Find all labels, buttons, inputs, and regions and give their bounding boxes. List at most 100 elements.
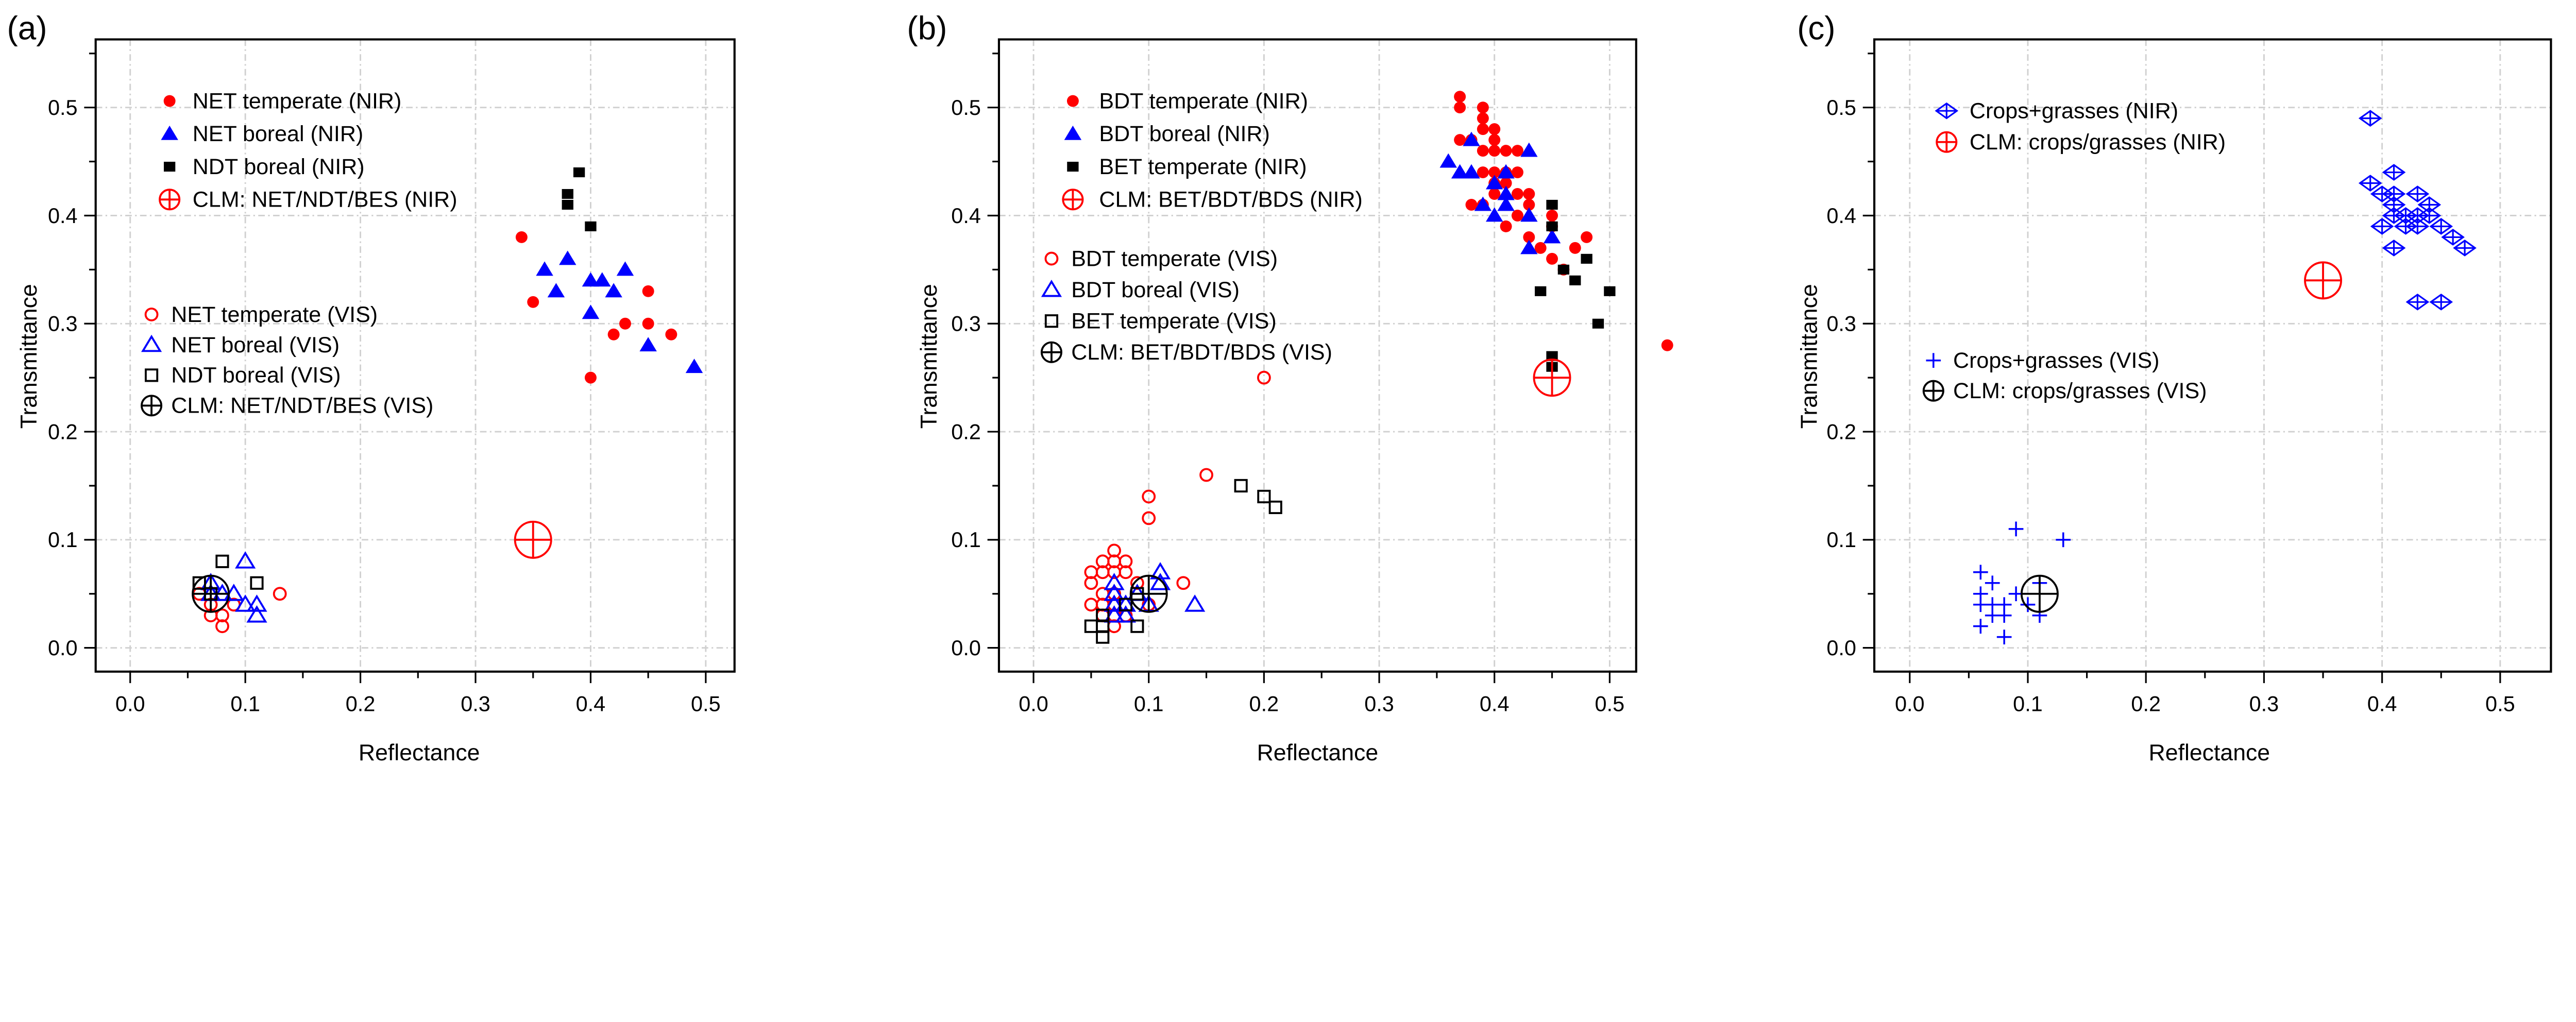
data-point (192, 574, 230, 613)
data-point (1115, 605, 1137, 623)
data-point (2417, 207, 2442, 224)
data-point (562, 199, 573, 210)
data-point (1488, 166, 1501, 179)
legend-marker (1936, 131, 1958, 153)
data-point (235, 551, 256, 569)
data-point (1118, 598, 1133, 611)
y-tick-label: 0.1 (951, 527, 981, 552)
data-point (1104, 605, 1125, 623)
panel-label: (a) (7, 10, 47, 47)
legend-item: NET boreal (VIS) (141, 333, 340, 357)
panel-label: (b) (907, 10, 947, 47)
legend-label: NET boreal (NIR) (193, 122, 363, 146)
legend-marker (1040, 341, 1063, 363)
legend-label: CLM: crops/grasses (NIR) (1970, 130, 2226, 155)
data-point (1451, 164, 1469, 179)
legend-label: BET temperate (NIR) (1099, 155, 1307, 179)
x-tick-label: 0.1 (230, 691, 260, 716)
data-point (1488, 188, 1501, 200)
data-point (1581, 253, 1592, 264)
data-point (562, 189, 573, 199)
data-point (1176, 576, 1191, 590)
data-point (1497, 185, 1515, 200)
data-point (665, 328, 677, 340)
legend-label: NET temperate (VIS) (171, 302, 378, 327)
data-point (1257, 489, 1271, 504)
series-clm-net-ndt-bes-vis (192, 574, 230, 613)
data-point (1257, 370, 1271, 385)
data-point (246, 594, 267, 612)
legend-label: Crops+grasses (VIS) (1953, 348, 2159, 373)
data-point (616, 261, 634, 276)
data-point (1546, 209, 1558, 222)
data-point (1511, 209, 1523, 222)
data-point (1477, 123, 1489, 135)
data-point (2358, 110, 2382, 127)
data-point (1199, 468, 1213, 482)
legend-marker (144, 308, 159, 321)
legend-item: CLM: crops/grasses (VIS) (1922, 379, 2207, 403)
x-tick-label: 0.3 (2249, 691, 2279, 716)
y-tick-label: 0.0 (48, 636, 78, 660)
series-clm-net-ndt-bes-nir (514, 520, 552, 559)
legend-label: BET temperate (VIS) (1071, 309, 1276, 334)
data-point (1184, 594, 1206, 612)
data-point (1523, 188, 1535, 200)
legend-marker (163, 161, 176, 172)
data-point (1985, 575, 2000, 591)
legend-item: CLM: NET/NDT/BES (VIS) (141, 394, 433, 418)
data-point (582, 272, 600, 287)
data-point (1454, 134, 1466, 146)
data-point (1084, 576, 1098, 590)
legend-label: Crops+grasses (NIR) (1970, 99, 2178, 124)
legend: BDT temperate (NIR) BDT boreal (NIR) BET t… (1040, 89, 1363, 365)
legend-marker (159, 189, 181, 211)
data-point (1104, 573, 1125, 590)
x-tick-label: 0.5 (1595, 691, 1625, 716)
y-tick-label: 0.2 (951, 419, 981, 444)
x-tick-label: 0.4 (1480, 691, 1510, 716)
data-point (1546, 252, 1558, 265)
data-point (1569, 242, 1581, 254)
data-point (1497, 196, 1515, 211)
y-tick-label: 0.4 (1826, 203, 1856, 228)
legend-marker (144, 368, 159, 382)
plot-frame (997, 38, 1637, 673)
data-point (1996, 629, 2012, 645)
data-point (1500, 145, 1512, 157)
legend-marker (161, 125, 178, 140)
y-axis-title: Transmittance (16, 284, 42, 429)
data-point (2020, 597, 2036, 612)
series-clm-bet-bdt-bds-nir (1533, 359, 1571, 397)
data-point (527, 296, 539, 308)
data-point (2382, 164, 2406, 181)
data-point (642, 285, 654, 297)
plot-frame (1873, 38, 2552, 673)
x-tick-label: 0.3 (1364, 691, 1394, 716)
data-point (2304, 261, 2342, 300)
legend-item: BET temperate (VIS) (1044, 309, 1277, 334)
data-point (1488, 123, 1501, 135)
legend-marker (141, 334, 162, 352)
legend-label: CLM: NET/NDT/BES (NIR) (193, 188, 457, 212)
y-axis-title: Transmittance (917, 284, 942, 429)
x-axis-title: Reflectance (359, 740, 480, 765)
x-tick-label: 0.1 (1134, 691, 1164, 716)
data-point (1463, 131, 1480, 146)
data-point (2441, 229, 2465, 246)
data-point (2405, 185, 2430, 202)
y-tick-label: 0.2 (1826, 419, 1856, 444)
data-point (1149, 573, 1171, 590)
legend-marker (1067, 161, 1079, 172)
series-clm-crops-grasses-nir (2304, 261, 2342, 300)
data-point (212, 584, 233, 601)
data-point (536, 261, 553, 276)
data-point (1234, 479, 1248, 493)
legend-label: BDT boreal (NIR) (1099, 122, 1269, 146)
legend-label: NET temperate (NIR) (193, 89, 402, 113)
data-point (1454, 91, 1466, 103)
data-point (2382, 240, 2406, 257)
panel-label: (c) (1797, 10, 1835, 47)
grid (998, 39, 1636, 672)
legend-item: NET temperate (VIS) (144, 302, 378, 327)
